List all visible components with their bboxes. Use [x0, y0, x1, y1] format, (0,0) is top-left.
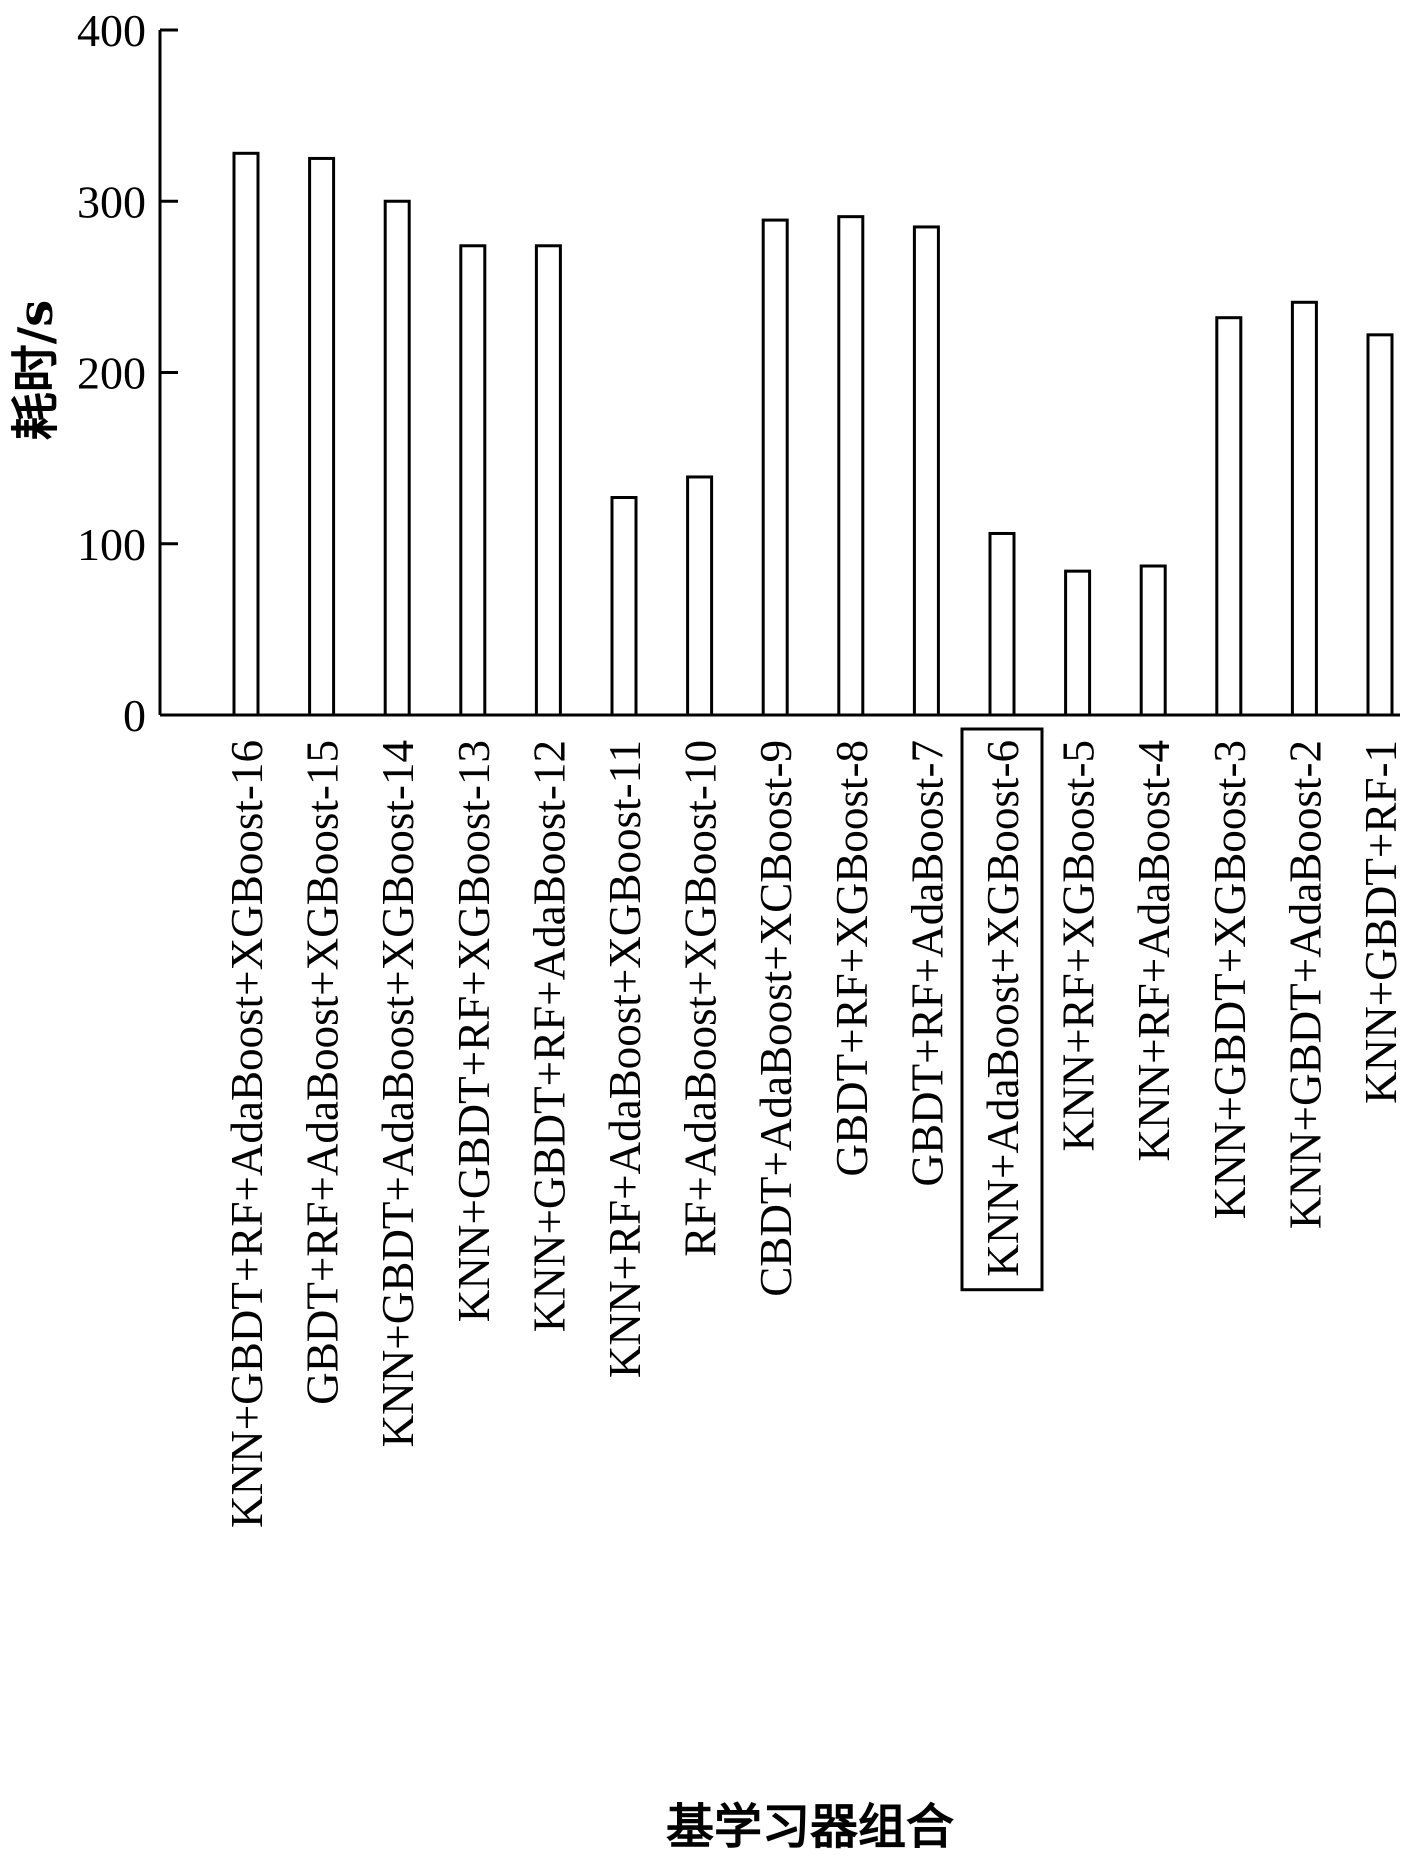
- bar: [1366, 333, 1394, 717]
- x-tick-label: KNN+GBDT+RF-1: [1355, 740, 1406, 1104]
- bar: [988, 531, 1016, 717]
- y-tick-label: 400: [77, 5, 146, 56]
- bar: [761, 218, 789, 717]
- bar: [232, 151, 260, 717]
- bar: [686, 475, 714, 717]
- x-tick-label: KNN+RF+AdaBoost-4: [1128, 740, 1179, 1162]
- x-tick-label: KNN+GBDT+XGBoost-3: [1204, 740, 1255, 1219]
- y-axis-title: 耗时/s: [8, 300, 64, 441]
- bar: [837, 215, 865, 717]
- y-tick-label: 0: [123, 690, 146, 741]
- x-tick-label: KNN+GBDT+RF+AdaBoost+XGBoost-16: [221, 740, 272, 1528]
- bar: [1215, 316, 1243, 717]
- bar: [383, 199, 411, 717]
- x-tick-label: KNN+GBDT+AdaBoost+XGBoost-14: [372, 740, 423, 1447]
- x-tick-label: KNN+RF+AdaBoost+XGBoost-11: [599, 740, 650, 1378]
- x-tick-label: GBDT+RF+XGBoost-8: [826, 740, 877, 1177]
- bar: [534, 244, 562, 717]
- x-tick-label: KNN+AdaBoost+XGBoost-6: [977, 740, 1028, 1277]
- y-tick-label: 300: [77, 176, 146, 227]
- x-tick-label: RF+AdaBoost+XGBoost-10: [675, 740, 726, 1257]
- x-tick-label: KNN+GBDT+RF+XGBoost-13: [448, 740, 499, 1322]
- bar: [1064, 569, 1092, 717]
- y-tick-label: 100: [77, 519, 146, 570]
- x-tick-label: GBDT+RF+AdaBoost-7: [901, 740, 952, 1187]
- bar: [610, 496, 638, 717]
- x-tick-labels: KNN+GBDT+RF+AdaBoost+XGBoost-16 GBDT+RF+A…: [221, 727, 1406, 1528]
- x-tick-label: KNN+GBDT+AdaBoost-2: [1279, 740, 1330, 1229]
- bar: [1139, 564, 1167, 717]
- bars-group: [232, 151, 1394, 717]
- bar: [1290, 300, 1318, 717]
- x-axis-title: 基学习器组合: [666, 1799, 954, 1855]
- x-tick-label: KNN+GBDT+RF+AdaBoost-12: [523, 740, 574, 1332]
- x-tick-label: KNN+RF+XGBoost-5: [1053, 740, 1104, 1152]
- y-tick-label: 200: [77, 348, 146, 399]
- x-tick-label: GBDT+RF+AdaBoost+XGBoost-15: [297, 740, 348, 1405]
- bar: [459, 244, 487, 717]
- bar: [912, 225, 940, 717]
- y-axis: 0 100 200 300 400: [77, 5, 1400, 741]
- highlight-box: [960, 727, 1044, 1292]
- x-tick-label: CBDT+AdaBoost+XCBoost-9: [750, 740, 801, 1297]
- bar: [308, 156, 336, 717]
